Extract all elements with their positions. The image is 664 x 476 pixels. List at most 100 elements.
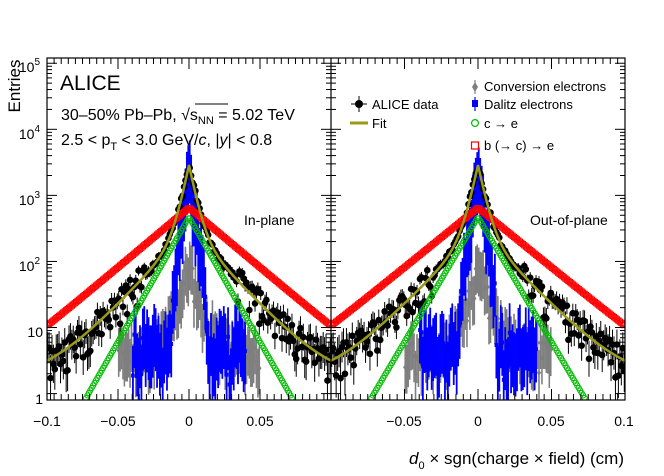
data-point	[322, 346, 330, 354]
data-point	[87, 347, 94, 355]
dalitz-point	[229, 376, 233, 381]
data-point	[288, 321, 296, 329]
data-point	[578, 342, 585, 349]
beauty-point	[325, 320, 331, 328]
series-charm-in	[82, 215, 296, 400]
data-point	[606, 336, 613, 344]
x-tick-labels: −0.1 −0.05 0 0.05 −0.05 0 0.05 0.1	[33, 413, 634, 429]
conversion-point	[257, 365, 262, 372]
dalitz-point	[207, 363, 212, 368]
dalitz-point	[522, 351, 527, 356]
dalitz-point	[204, 329, 209, 334]
dalitz-point	[446, 369, 450, 374]
data-point	[255, 320, 263, 328]
dalitz-point	[173, 276, 178, 281]
data-point	[618, 362, 625, 370]
dalitz-point	[531, 337, 535, 342]
conversion-point	[194, 301, 200, 308]
conversion-point	[191, 298, 197, 305]
charm-point	[581, 394, 588, 400]
data-point	[47, 374, 54, 382]
data-point	[620, 367, 625, 375]
dalitz-point	[424, 337, 428, 342]
dalitz-point	[454, 359, 459, 364]
dalitz-point	[450, 331, 455, 336]
data-point	[585, 355, 593, 363]
dalitz-point	[203, 294, 208, 299]
dalitz-point	[434, 340, 438, 345]
data-point	[140, 264, 148, 271]
conversion-point	[116, 347, 121, 354]
dalitz-point	[516, 335, 521, 340]
data-point	[350, 361, 358, 369]
dalitz-point	[210, 364, 215, 369]
dalitz-point	[141, 336, 145, 341]
data-point	[543, 315, 550, 322]
data-point	[116, 320, 124, 328]
dalitz-point	[503, 354, 507, 359]
series-beauty-out	[331, 205, 625, 329]
data-point	[55, 343, 63, 350]
dalitz-point	[451, 349, 456, 354]
dalitz-point	[484, 238, 488, 243]
dalitz-point	[444, 347, 449, 352]
collision-system: 30–50% Pb–Pb, √sNN = 5.02 TeV	[61, 107, 295, 127]
dalitz-point	[166, 342, 171, 347]
conversion-point	[538, 339, 543, 346]
legend-item-charm: c → e	[471, 116, 518, 131]
data-point	[341, 370, 349, 378]
data-point	[337, 374, 344, 382]
data-point	[597, 330, 605, 338]
data-point	[271, 332, 279, 340]
dalitz-point	[221, 333, 226, 338]
dalitz-point	[200, 262, 205, 267]
legend-label-conversion: Conversion electrons	[484, 79, 607, 94]
legend-label-fit: Fit	[372, 116, 387, 131]
legend-marker-conversion	[472, 82, 478, 92]
data-point	[307, 333, 314, 341]
dalitz-point	[500, 340, 505, 345]
data-point	[300, 333, 307, 341]
x-tick-right-0.1: 0.1	[614, 413, 634, 429]
dalitz-point	[529, 344, 534, 349]
conversion-point	[536, 369, 542, 376]
legend-label-beauty: b (→ c) → e	[484, 138, 554, 153]
dalitz-point	[139, 372, 144, 377]
dalitz-point	[523, 334, 528, 339]
dalitz-point	[449, 335, 453, 340]
dalitz-point	[216, 352, 220, 357]
x-tick-left-m0.05: −0.05	[100, 413, 136, 429]
conversion-point	[485, 284, 490, 291]
dalitz-point	[163, 339, 168, 344]
dalitz-point	[209, 340, 213, 345]
dalitz-point	[431, 345, 435, 350]
outer-frame	[46, 57, 626, 401]
x-tick-right-m0.05: −0.05	[386, 413, 422, 429]
dalitz-point	[138, 352, 142, 357]
dalitz-point	[462, 260, 466, 265]
x-tick-left-0.05: 0.05	[246, 413, 273, 429]
legend-label-charm: c → e	[484, 116, 518, 131]
dalitz-point	[149, 353, 154, 358]
dalitz-point	[230, 349, 235, 354]
dalitz-point	[197, 255, 202, 260]
dalitz-point	[426, 341, 431, 346]
dalitz-point	[497, 356, 502, 361]
data-point	[246, 306, 253, 314]
dalitz-point	[429, 354, 434, 359]
dalitz-point	[509, 357, 513, 362]
dalitz-point	[507, 330, 512, 335]
dalitz-point	[240, 345, 245, 350]
y-tick-labels: 1 10 102 103 104 105	[19, 57, 43, 407]
dalitz-point	[471, 202, 475, 207]
dalitz-point	[491, 292, 496, 297]
legend-marker-charm	[471, 118, 480, 127]
dalitz-point	[217, 336, 222, 341]
dalitz-point	[206, 348, 210, 353]
dalitz-point	[443, 371, 447, 376]
dalitz-point	[227, 382, 232, 387]
dalitz-point	[158, 360, 162, 365]
data-point	[529, 292, 537, 300]
dalitz-point	[473, 185, 478, 190]
